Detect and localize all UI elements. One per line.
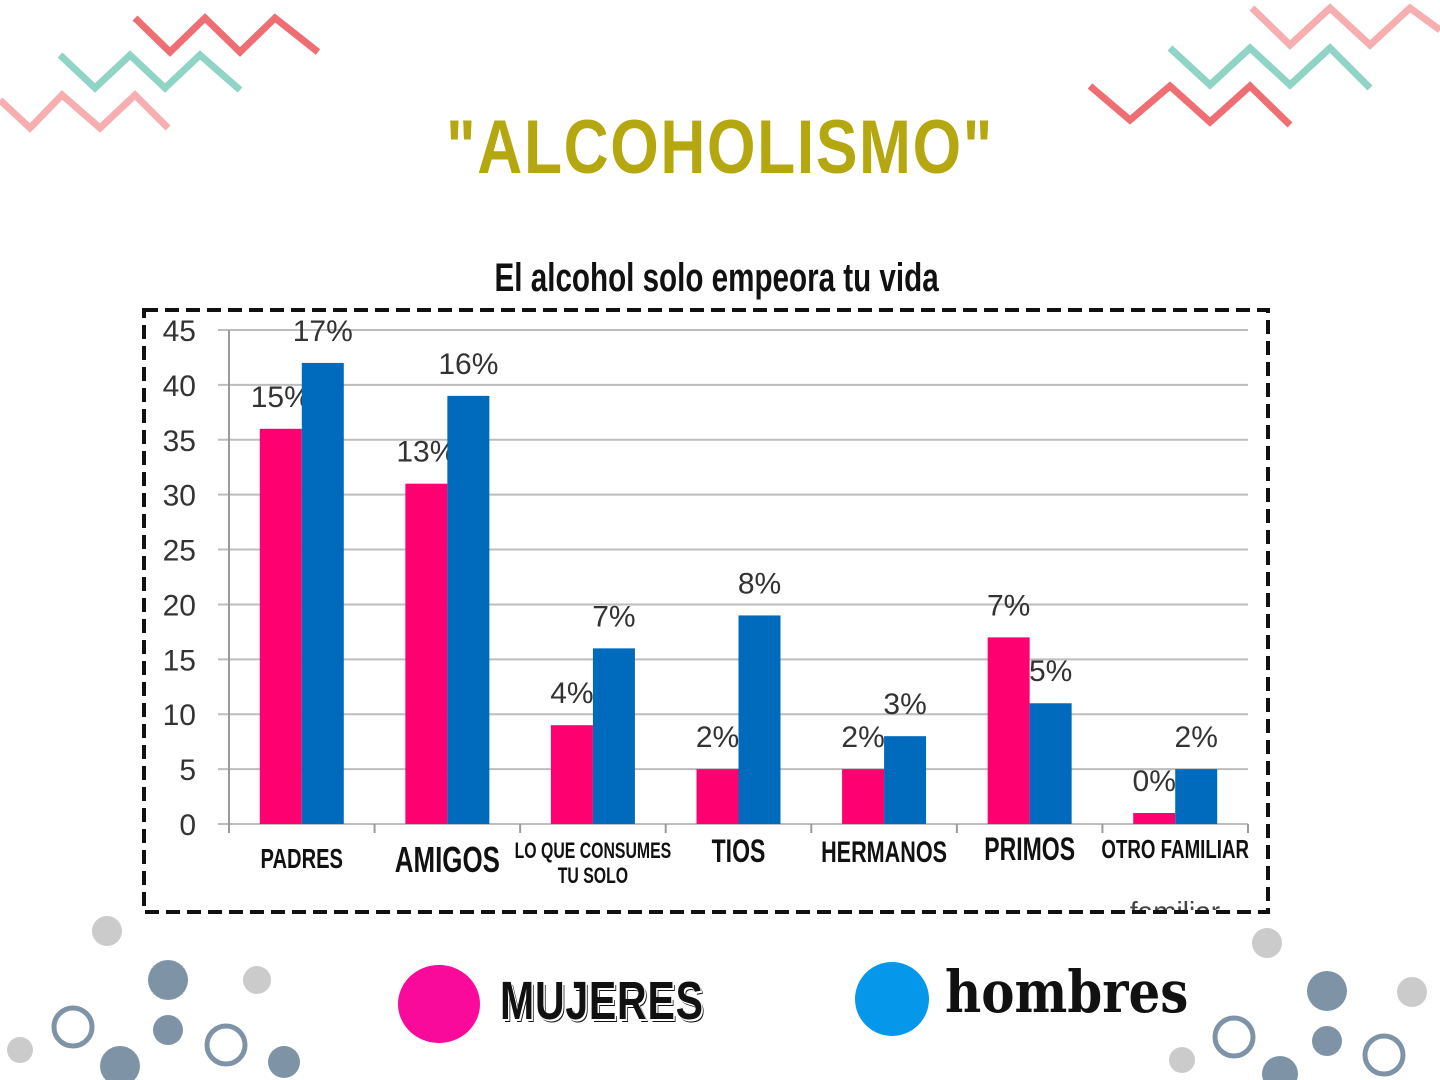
data-label-mujeres: 15% [251,381,311,414]
decor-dot [7,1037,33,1063]
bar-hombres [1175,769,1218,824]
decor-dot [1312,1026,1342,1056]
zigzag-line [0,90,171,133]
data-label-hombres: 17% [293,315,353,348]
category-label: PRIMOS [984,831,1075,867]
zigzag-top-right-decoration [1087,3,1440,128]
overflow-label: familiar [1130,896,1220,927]
bar-hombres [301,362,344,824]
data-label-hombres: 3% [883,688,926,721]
y-tick-label: 15 [163,644,196,677]
bar-hombres [738,615,781,824]
chart-frame [142,308,1270,914]
decor-dot [268,1046,300,1078]
bar-hombres [592,648,635,824]
category-label: HERMANOS [821,834,947,868]
decor-dot [1212,1015,1256,1059]
y-tick-label: 5 [179,754,196,787]
dots-bottom-left-decoration [7,916,300,1080]
decor-dot [51,1005,95,1049]
data-label-hombres: 8% [738,567,781,600]
decor-dot [204,1023,248,1067]
legend-hombres-dot [855,962,929,1036]
zigzag-top-left-decoration [0,13,321,133]
bar-mujeres [842,769,885,824]
bar-mujeres [405,483,448,824]
decor-dot [1362,1033,1406,1077]
bar-hombres [884,736,927,824]
zigzag-line [57,50,243,93]
data-label-hombres: 5% [1029,655,1072,688]
decor-dot [92,916,122,946]
decor-dot [100,1046,140,1080]
data-label-hombres: 7% [592,600,635,633]
legend-hombres-label: hombres [945,958,1189,1026]
decor-dot [1307,971,1347,1011]
bar-mujeres [696,769,739,824]
bar-mujeres [987,637,1030,824]
y-tick-label: 25 [163,535,196,568]
data-label-mujeres: 0% [1133,765,1176,798]
category-label: PADRES [261,844,343,875]
dots-bottom-right-decoration [1169,928,1427,1080]
category-label: OTRO FAMILIAR [1101,834,1249,864]
bar-hombres [447,395,490,824]
y-tick-label: 10 [163,699,196,732]
decor-dot [148,960,188,1000]
page-title: "ALCOHOLISMO" [446,105,994,190]
category-label: LO QUE CONSUMES TU SOLO [515,840,672,889]
y-tick-label: 20 [163,589,196,622]
data-label-mujeres: 2% [841,721,884,754]
chart-title: El alcohol solo empeora tu vida [494,256,939,300]
zigzag-line [1167,43,1373,91]
legend-mujeres-label: MUJERES [500,971,704,1031]
y-tick-label: 45 [163,315,196,348]
decor-dot [1252,928,1282,958]
zigzag-line [1249,3,1440,50]
y-tick-label: 40 [163,370,196,403]
decor-dot [1397,977,1427,1007]
decor-dot [243,966,271,994]
y-tick-label: 35 [163,425,196,458]
bar-hombres [1029,703,1072,824]
legend-mujeres-dot [398,965,480,1043]
decor-dot [1262,1056,1298,1080]
category-label: AMIGOS [395,840,500,880]
data-label-hombres: 2% [1175,721,1218,754]
decor-dot [153,1015,183,1045]
data-label-hombres: 16% [438,348,498,381]
zigzag-line [1087,81,1293,128]
bar-mujeres [550,725,593,824]
y-tick-label: 0 [179,809,196,842]
y-tick-label: 30 [163,480,196,513]
decor-dot [1169,1047,1195,1073]
bar-mujeres [259,428,302,824]
category-label: TIOS [712,833,766,869]
zigzag-line [132,13,321,57]
bar-mujeres [1133,813,1176,824]
data-label-mujeres: 13% [396,436,456,469]
data-label-mujeres: 2% [696,721,739,754]
data-label-mujeres: 4% [550,677,593,710]
data-label-mujeres: 7% [987,589,1030,622]
